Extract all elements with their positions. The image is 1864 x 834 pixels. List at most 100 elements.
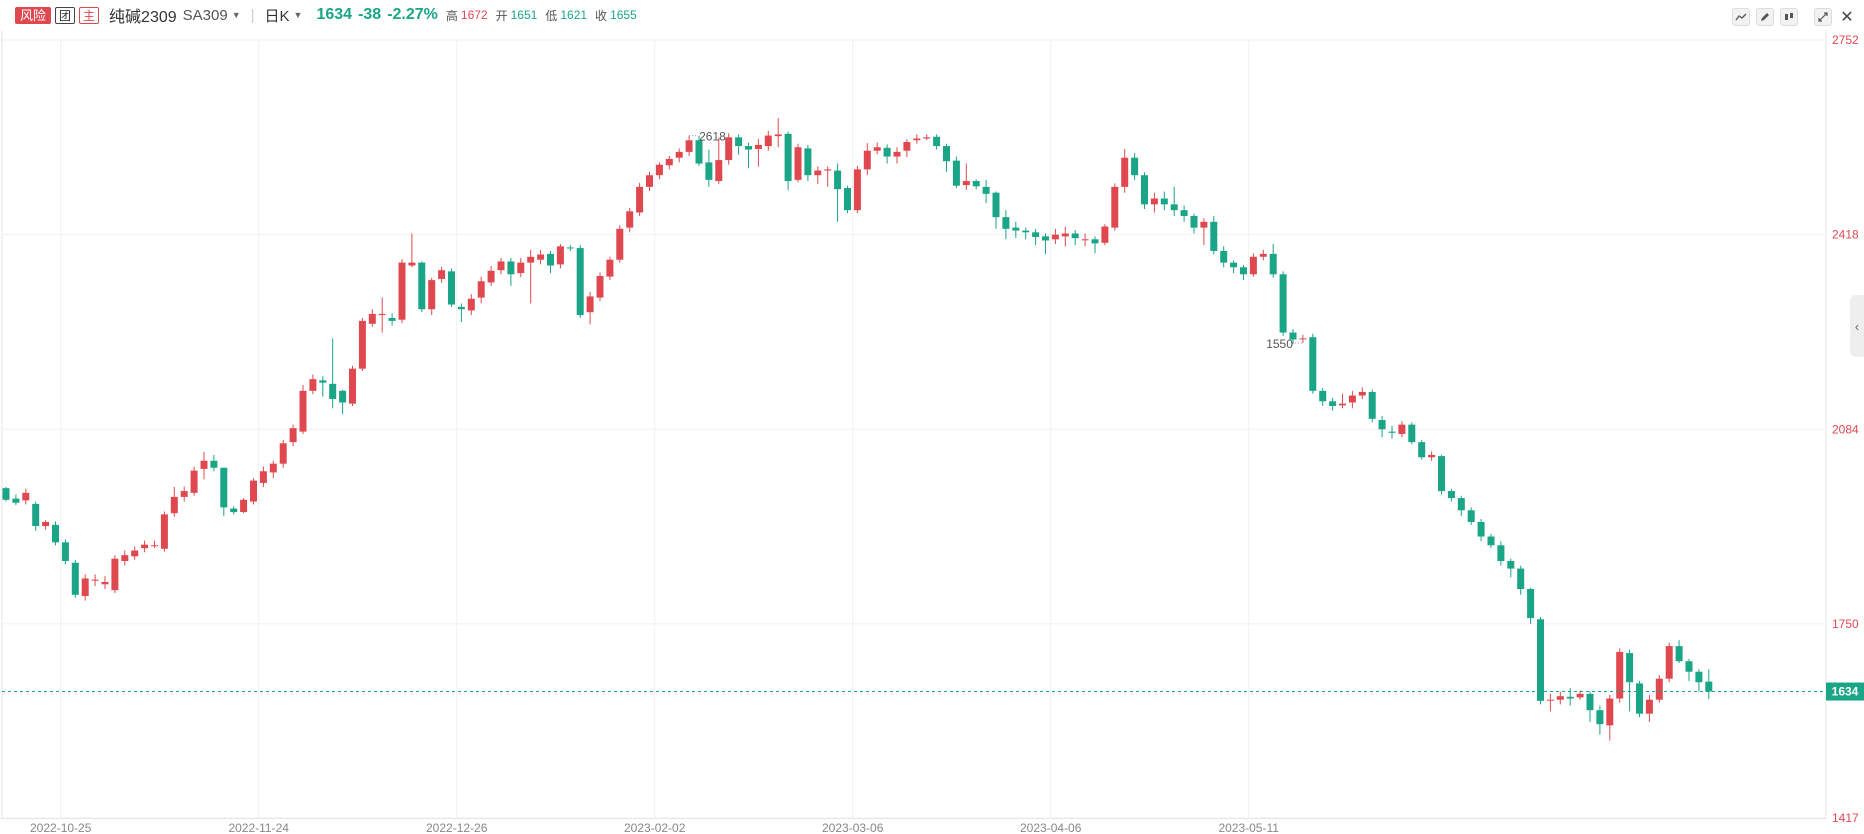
- candle-body: [457, 306, 465, 310]
- y-axis-tick-label: 2752: [1832, 33, 1859, 47]
- candle-body: [1141, 175, 1148, 205]
- candle-body: [121, 555, 129, 561]
- candle-body: [1438, 456, 1445, 492]
- y-axis-tick-label: 2418: [1832, 228, 1859, 242]
- candle-body: [398, 262, 406, 320]
- candle-body: [1546, 699, 1554, 701]
- candle-body: [665, 158, 673, 166]
- candle-body: [616, 228, 624, 260]
- candle-body: [972, 181, 980, 187]
- candle-body: [259, 471, 267, 483]
- candle-body: [923, 137, 931, 139]
- candle-body: [52, 524, 59, 543]
- symbol-name[interactable]: 纯碱2309: [109, 9, 177, 26]
- period-chevron-down-icon[interactable]: ▼: [293, 10, 303, 20]
- candle-body: [1497, 545, 1505, 561]
- candle-body: [418, 262, 426, 310]
- candle-body: [339, 390, 347, 403]
- candle-body: [655, 164, 663, 176]
- candle-body: [180, 491, 188, 497]
- candle-body: [1388, 431, 1396, 433]
- candle-body: [715, 160, 723, 182]
- candle-body: [636, 186, 644, 213]
- candle-body: [1517, 568, 1525, 589]
- candle-body: [1091, 239, 1099, 244]
- candle-body: [1358, 391, 1366, 396]
- candle-body: [329, 383, 337, 399]
- candle-body: [1626, 653, 1634, 683]
- high-label: 高: [445, 8, 458, 23]
- candle-body: [1032, 232, 1040, 237]
- candle-body: [1447, 491, 1455, 499]
- candle-body: [1051, 234, 1059, 240]
- candle-body: [477, 281, 485, 298]
- candle-body: [170, 496, 178, 514]
- risk-tag[interactable]: 风险: [15, 6, 52, 24]
- candle-body: [1190, 215, 1198, 228]
- candle-body: [81, 578, 89, 596]
- current-price-label: 1634: [1832, 685, 1859, 699]
- candle-body: [566, 247, 574, 249]
- candle-body: [1329, 401, 1337, 406]
- line-chart-icon[interactable]: [1732, 8, 1750, 26]
- candle-body: [408, 262, 416, 266]
- candle-body: [556, 246, 564, 265]
- candle-body: [1259, 253, 1267, 257]
- candle-body: [368, 313, 376, 324]
- header-divider: |: [250, 6, 255, 24]
- main-contract-tag[interactable]: 主: [79, 6, 100, 24]
- candle-body: [962, 181, 970, 186]
- high-value: 1672: [460, 8, 488, 22]
- candle-body: [141, 544, 149, 549]
- fullscreen-icon[interactable]: [1814, 8, 1832, 26]
- candle-body: [1319, 390, 1327, 402]
- candle-body: [596, 276, 604, 298]
- candle-body: [1220, 250, 1228, 263]
- candle-body: [626, 211, 634, 228]
- candle-body: [309, 379, 317, 391]
- side-panel-toggle-icon[interactable]: ‹: [1850, 295, 1864, 357]
- x-axis-tick-label: 2023-03-06: [822, 821, 884, 834]
- candle-body: [1527, 588, 1535, 619]
- close-icon[interactable]: ✕: [1838, 8, 1856, 26]
- candle-body: [903, 141, 911, 151]
- last-price: 1634: [316, 6, 353, 23]
- chart-header: 风险 团 主 纯碱2309 SA309 ▼ | 日K ▼ 1634 -38 -2…: [0, 0, 1864, 30]
- candle-body: [1428, 454, 1436, 458]
- candle-body: [91, 579, 99, 581]
- candle-body: [1150, 198, 1158, 205]
- max-price-label: 2618: [699, 130, 726, 144]
- candle-body: [952, 160, 960, 186]
- candle-body: [1289, 332, 1297, 340]
- candle-body: [220, 467, 228, 508]
- group-tag[interactable]: 团: [55, 6, 76, 24]
- candle-body: [794, 147, 802, 180]
- candle-body: [200, 460, 208, 469]
- candle-body: [1121, 157, 1129, 187]
- candlestick-chart[interactable]: 2752 2418 2084 1750 1417 2022-10-25 2022-11-24…: [0, 30, 1864, 834]
- draw-pen-icon[interactable]: [1756, 8, 1774, 26]
- candle-body: [349, 368, 356, 404]
- symbol-code[interactable]: SA309: [182, 6, 228, 24]
- candle-body: [428, 280, 436, 310]
- candle-body: [1695, 671, 1703, 683]
- candle-body: [1566, 696, 1574, 699]
- candle-body: [111, 558, 119, 591]
- candle-body: [1180, 210, 1188, 216]
- close-label: 收: [595, 8, 608, 23]
- min-price-label: 1550: [1266, 337, 1293, 351]
- candle-body: [1071, 233, 1079, 239]
- candle-body: [1636, 683, 1643, 714]
- candle-body: [1556, 696, 1564, 700]
- candle-body: [933, 136, 941, 147]
- symbol-chevron-down-icon[interactable]: ▼: [231, 10, 241, 20]
- candle-body: [1457, 498, 1465, 511]
- indicator-icon[interactable]: [1780, 8, 1798, 26]
- period-selector[interactable]: 日K: [264, 7, 290, 25]
- candle-body: [358, 320, 366, 369]
- candle-body: [1685, 661, 1693, 672]
- candle-body: [774, 134, 782, 137]
- candle-body: [1655, 678, 1663, 700]
- candle-body: [1398, 424, 1406, 434]
- x-axis-tick-label: 2023-02-02: [624, 821, 686, 834]
